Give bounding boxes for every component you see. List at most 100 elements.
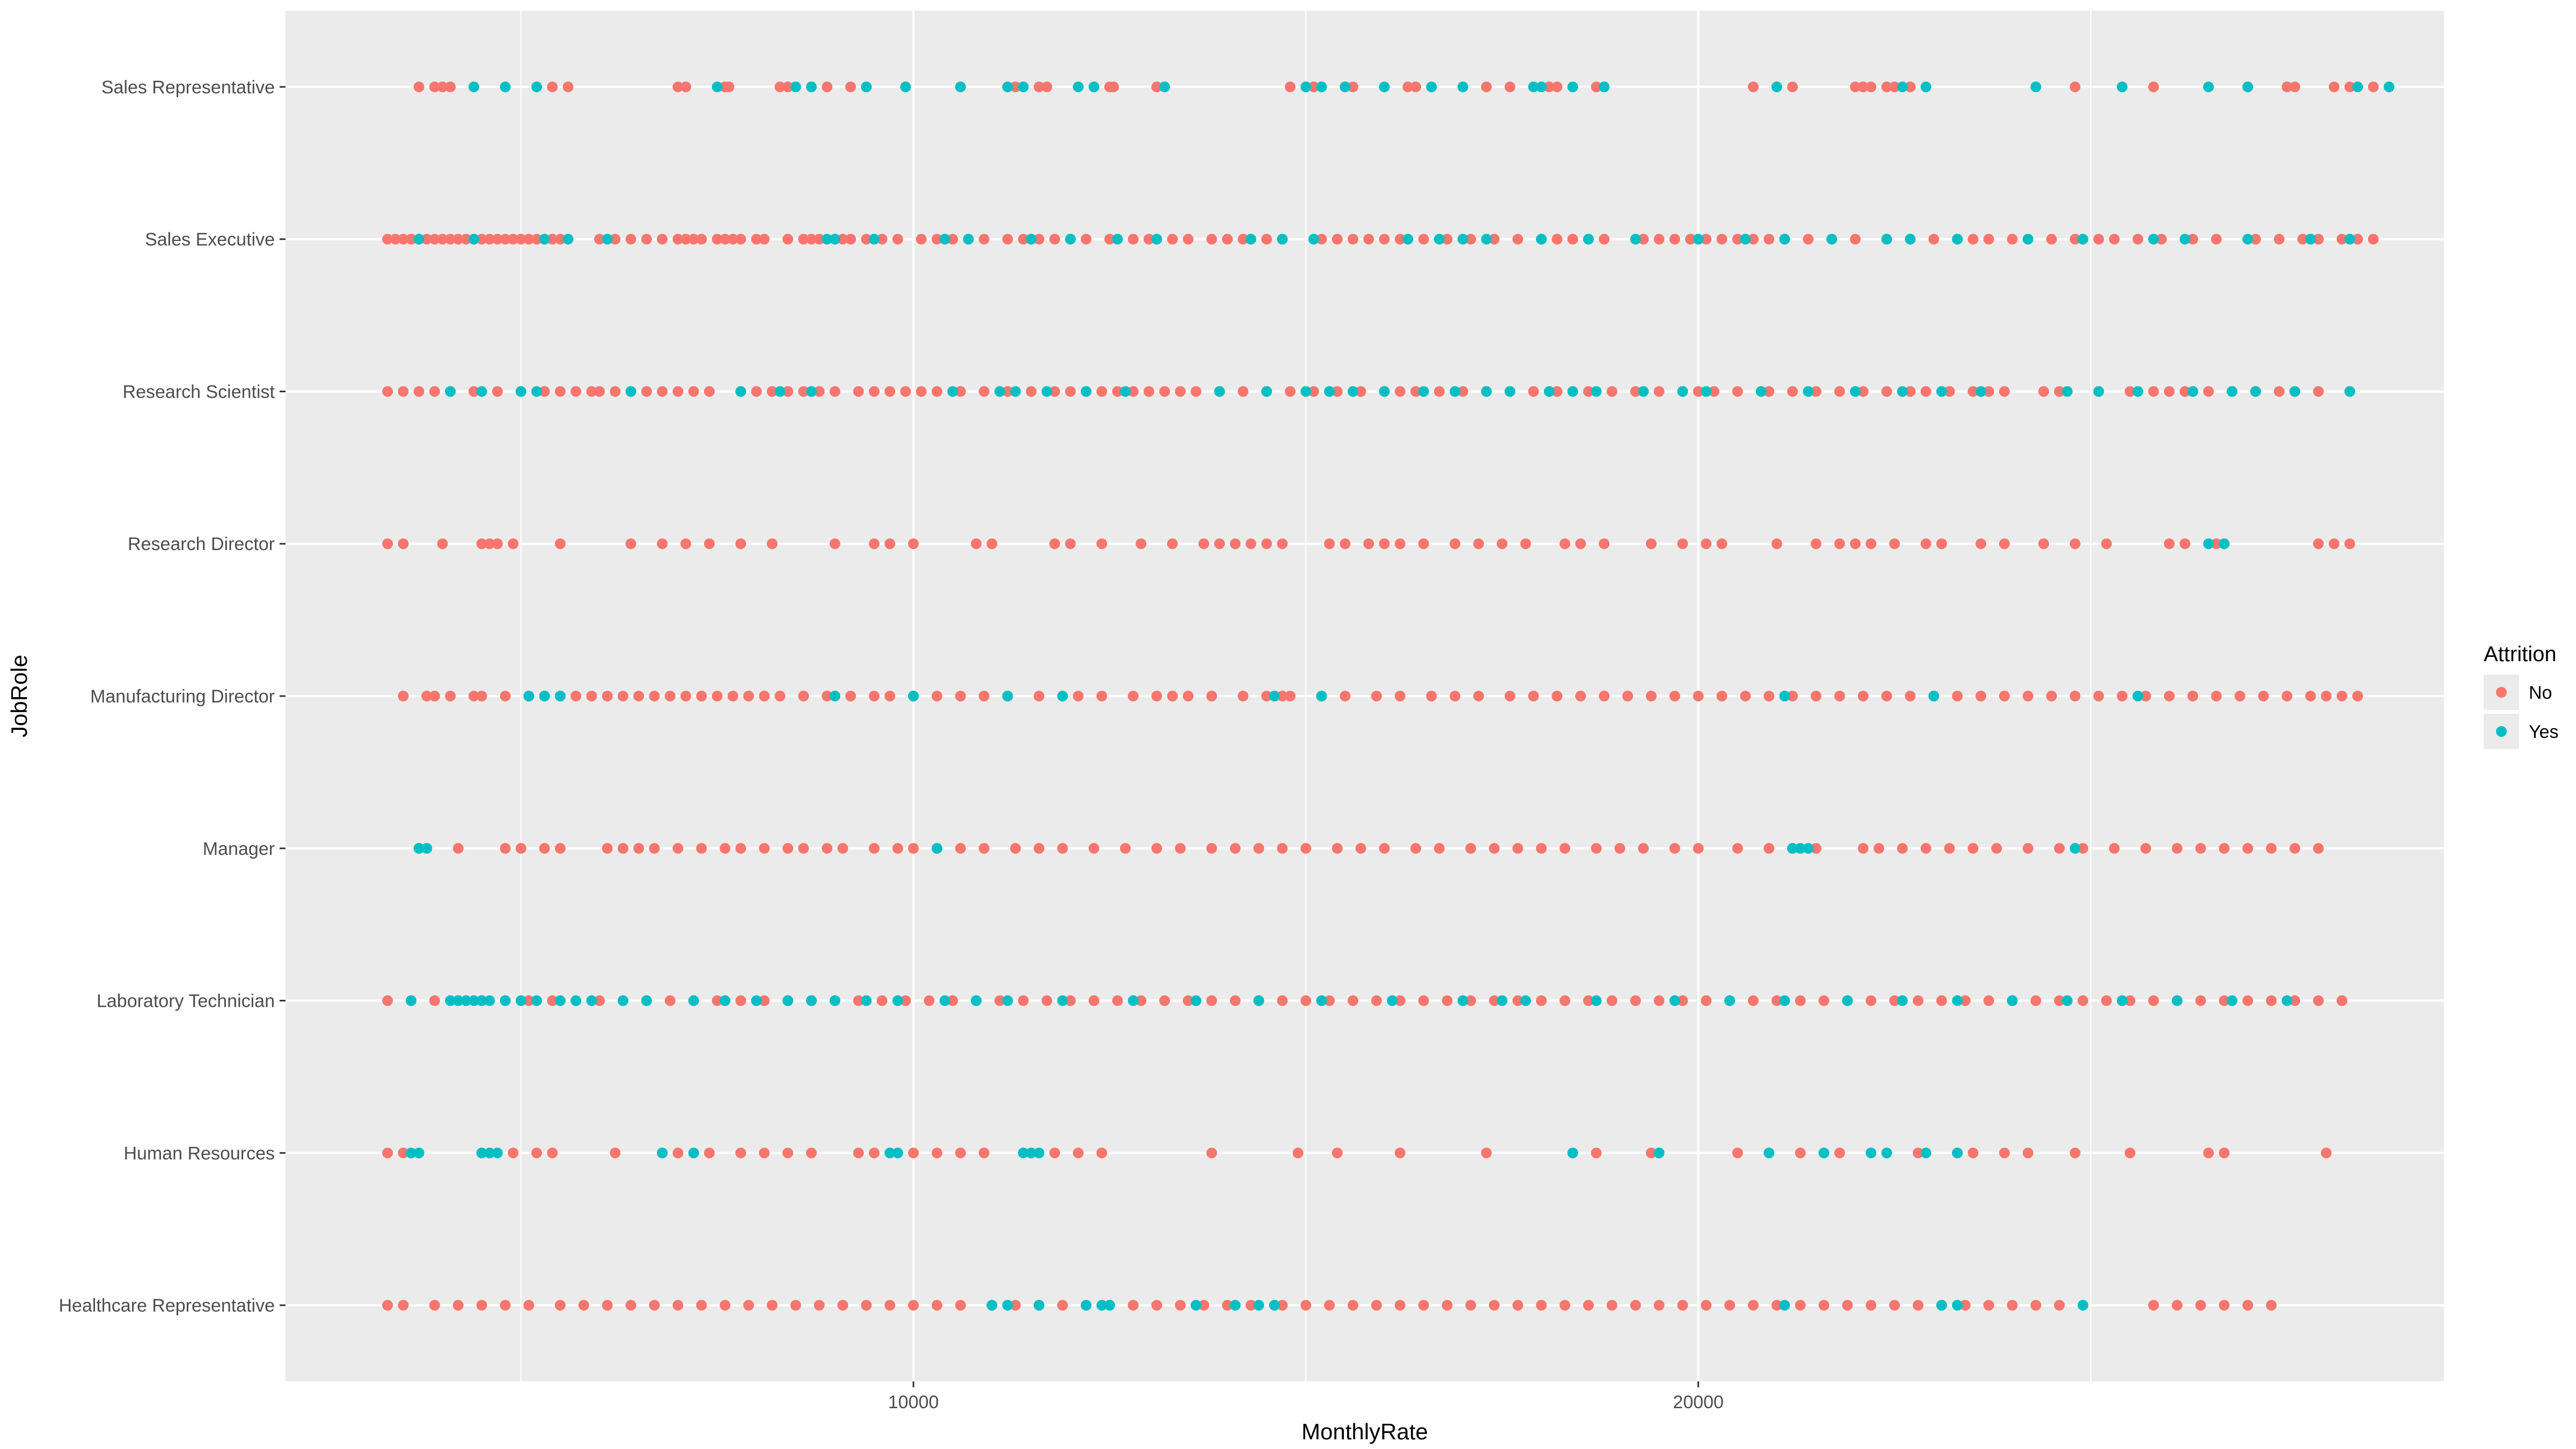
data-point-no	[1889, 1300, 1900, 1311]
data-point-no	[1905, 386, 1916, 397]
data-point-yes	[1881, 233, 1892, 245]
data-point-no	[1418, 1300, 1429, 1311]
data-point-no	[1520, 538, 1531, 550]
data-point-no	[876, 995, 888, 1006]
data-point-no	[570, 386, 582, 397]
data-point-yes	[2344, 386, 2355, 397]
data-point-yes	[1787, 843, 1798, 854]
data-point-no	[1669, 233, 1680, 245]
data-point-no	[1489, 843, 1500, 854]
data-point-no	[1285, 386, 1296, 397]
data-point-yes	[2117, 995, 2128, 1006]
data-point-no	[1575, 538, 1586, 550]
data-point-no	[554, 233, 566, 245]
data-point-yes	[1528, 81, 1539, 92]
data-point-yes	[460, 995, 472, 1006]
data-point-no	[2211, 233, 2222, 245]
data-point-no	[908, 538, 919, 550]
data-point-no	[649, 1300, 660, 1311]
data-point-no	[853, 386, 864, 397]
data-point-no	[617, 691, 628, 701]
data-point-yes	[531, 995, 543, 1006]
data-point-no	[1677, 995, 1688, 1006]
data-point-yes	[406, 995, 417, 1006]
data-point-no	[2069, 1147, 2081, 1159]
data-point-no	[586, 691, 597, 701]
data-point-yes	[1010, 386, 1021, 397]
data-point-no	[633, 691, 645, 701]
data-point-no	[1379, 843, 1390, 854]
data-point-no	[1348, 81, 1359, 92]
data-point-no	[978, 691, 990, 701]
data-point-no	[1701, 1300, 1712, 1311]
data-point-no	[1371, 691, 1382, 701]
data-point-no	[704, 1147, 715, 1159]
data-point-no	[720, 233, 731, 245]
data-point-yes	[1920, 81, 1931, 92]
data-point-yes	[1504, 386, 1516, 397]
data-point-no	[1096, 691, 1108, 701]
data-point-no	[547, 995, 558, 1006]
data-point-no	[1371, 995, 1382, 1006]
data-point-no	[2148, 1300, 2159, 1311]
data-point-no	[382, 233, 393, 245]
data-point-yes	[413, 1147, 425, 1159]
data-point-no	[2022, 1147, 2033, 1159]
data-point-yes	[900, 81, 911, 92]
data-point-no	[570, 691, 582, 701]
data-point-no	[696, 691, 707, 701]
data-point-no	[1363, 233, 1374, 245]
data-point-no	[1167, 691, 1178, 701]
data-point-yes	[1002, 691, 1013, 701]
data-point-no	[500, 233, 511, 245]
data-point-no	[2069, 81, 2081, 92]
data-point-no	[1151, 691, 1162, 701]
data-point-yes	[688, 995, 699, 1006]
data-point-yes	[1583, 233, 1594, 245]
data-point-yes	[1300, 81, 1312, 92]
data-point-yes	[1599, 81, 1610, 92]
data-point-no	[1810, 386, 1821, 397]
data-point-yes	[1080, 1300, 1092, 1311]
data-point-no	[2093, 691, 2104, 701]
data-point-no	[892, 233, 903, 245]
data-point-no	[2242, 1300, 2253, 1311]
data-point-yes	[531, 386, 543, 397]
data-point-no	[1771, 538, 1782, 550]
data-point-no	[610, 1147, 621, 1159]
data-point-no	[1355, 386, 1366, 397]
data-point-no	[1465, 995, 1476, 1006]
data-point-no	[1394, 995, 1406, 1006]
data-point-no	[1701, 538, 1712, 550]
data-point-no	[1465, 233, 1476, 245]
data-point-yes	[1481, 233, 1492, 245]
data-point-yes	[1119, 386, 1131, 397]
data-point-no	[390, 233, 401, 245]
data-point-no	[1128, 1300, 1139, 1311]
data-point-no	[2046, 233, 2057, 245]
data-point-yes	[1402, 233, 1414, 245]
data-point-no	[2069, 233, 2081, 245]
data-point-no	[1645, 538, 1657, 550]
data-point-no	[2352, 691, 2363, 701]
data-point-no	[1041, 995, 1052, 1006]
data-point-no	[1583, 995, 1594, 1006]
data-point-yes	[1803, 386, 1814, 397]
data-point-no	[1913, 1147, 1924, 1159]
data-point-no	[1732, 1147, 1743, 1159]
data-point-yes	[829, 995, 840, 1006]
data-point-no	[2038, 538, 2050, 550]
data-point-no	[759, 843, 770, 854]
data-point-no	[1418, 538, 1429, 550]
data-point-no	[774, 81, 786, 92]
data-point-no	[1394, 1300, 1406, 1311]
data-point-yes	[1277, 233, 1288, 245]
data-point-no	[853, 1147, 864, 1159]
data-point-yes	[469, 995, 480, 1006]
data-point-no	[727, 233, 738, 245]
data-point-no	[2077, 843, 2089, 854]
data-point-no	[1850, 233, 1861, 245]
data-point-yes	[2344, 233, 2355, 245]
data-point-no	[1433, 843, 1445, 854]
data-point-no	[1638, 233, 1649, 245]
